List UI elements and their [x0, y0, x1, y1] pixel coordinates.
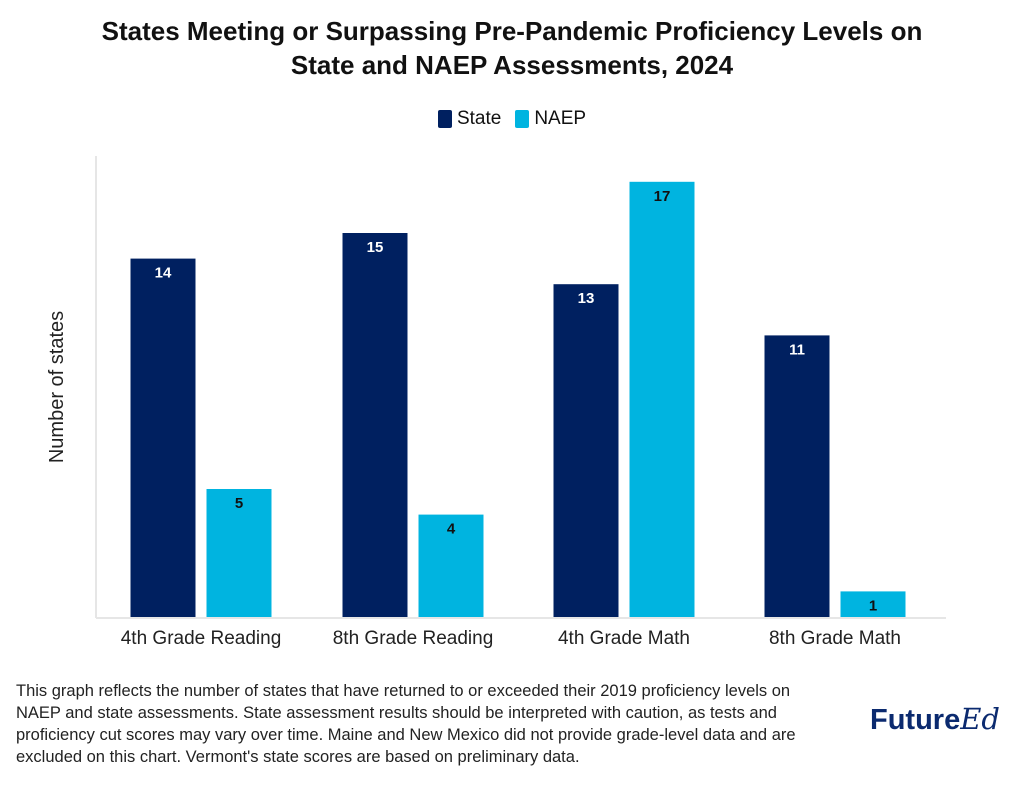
data-label-naep-1: 5: [235, 495, 243, 512]
bar-state-2: [342, 233, 408, 617]
data-label-state-2: 15: [367, 239, 384, 256]
futureed-logo: FutureEd: [870, 702, 1000, 737]
legend-label-naep: NAEP: [534, 108, 587, 129]
legend: State NAEP: [0, 108, 1024, 130]
x-tick-label: 4th Grade Reading: [121, 628, 282, 649]
bar-state-4: [764, 335, 830, 617]
bar-naep-3: [629, 181, 695, 618]
legend-swatch-naep: [515, 110, 530, 128]
bar-state-3: [553, 284, 619, 617]
data-label-state-1: 14: [155, 265, 172, 282]
data-label-state-4: 11: [789, 341, 805, 358]
y-axis-label: Number of states: [46, 311, 68, 463]
logo-text-ed: Ed: [960, 702, 1000, 736]
data-label-naep-2: 4: [447, 521, 456, 538]
chart-title: States Meeting or Surpassing Pre-Pandemi…: [0, 14, 1024, 82]
chart-title-line-1: States Meeting or Surpassing Pre-Pandemi…: [101, 16, 923, 46]
bar-naep-4: [840, 591, 906, 617]
logo-text-future: Future: [870, 704, 961, 736]
data-label-naep-3: 17: [654, 188, 671, 205]
bar-naep-1: [206, 489, 272, 617]
legend-label-state: State: [456, 108, 502, 129]
chart-title-line-2: State and NAEP Assessments, 2024: [290, 50, 734, 80]
x-tick-label: 8th Grade Math: [769, 628, 901, 649]
x-tick-label: 8th Grade Reading: [333, 628, 494, 649]
legend-item-naep: NAEP: [515, 108, 586, 130]
data-label-state-3: 13: [578, 290, 595, 307]
bar-state-1: [130, 258, 196, 617]
bar-naep-2: [418, 514, 484, 617]
legend-swatch-state: [437, 110, 452, 128]
data-label-naep-4: 1: [869, 597, 877, 614]
x-tick-label: 4th Grade Math: [558, 628, 690, 649]
footnote: This graph reflects the number of states…: [16, 682, 796, 766]
legend-item-state: State: [437, 108, 502, 130]
